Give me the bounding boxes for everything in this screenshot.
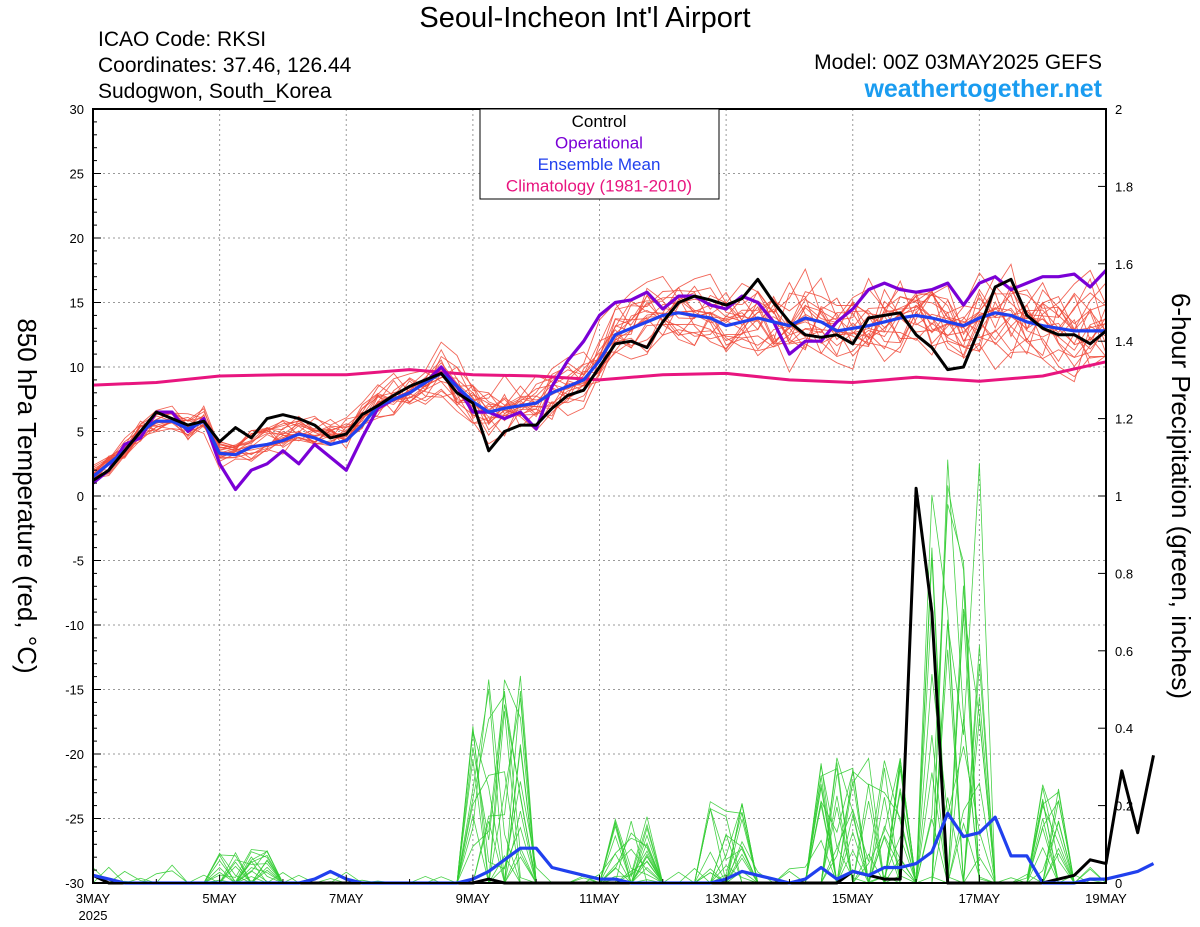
x-tick-label: 9MAY <box>456 891 491 906</box>
left-tick-label: 10 <box>70 360 84 375</box>
precip-member-line <box>92 613 1106 885</box>
temp-member-line <box>92 277 1107 475</box>
left-tick-label: -20 <box>65 747 84 762</box>
right-axis-ticks: 2 1.8 1.6 1.4 1.2 1 0.8 0.6 0.4 0.2 0 <box>1098 102 1133 891</box>
right-tick-label: 2 <box>1115 102 1122 117</box>
legend: Control Operational Ensemble Mean Climatolo… <box>479 108 720 200</box>
x-tick-label: 11MAY <box>579 891 620 906</box>
right-tick-label: 0 <box>1115 876 1122 891</box>
chart-title: Seoul-Incheon Int'l Airport <box>419 2 751 34</box>
right-tick-label: 0.2 <box>1115 799 1133 814</box>
legend-entry: Operational <box>555 134 643 153</box>
x-tick-label: 15MAY <box>832 891 874 906</box>
right-tick-label: 1.8 <box>1115 179 1133 194</box>
x-tick-label: 17MAY <box>959 891 1001 906</box>
legend-entry: Control <box>572 112 627 131</box>
x-tick-label: 13MAY <box>705 891 747 906</box>
left-tick-label: -10 <box>65 618 84 633</box>
x-tick-label: 5MAY <box>202 891 237 906</box>
temp-members <box>92 263 1107 485</box>
temp-member-line <box>92 277 1107 477</box>
precip-member-line <box>93 711 1107 884</box>
left-tick-label: -5 <box>72 554 84 569</box>
temp-control-line <box>92 277 1107 482</box>
left-tick-label: -25 <box>65 812 84 827</box>
left-tick-label: 25 <box>70 167 84 182</box>
legend-box <box>479 108 720 200</box>
left-tick-label: 0 <box>77 489 84 504</box>
x-tick-label: 3MAY <box>76 891 111 906</box>
right-tick-label: 1 <box>1115 489 1122 504</box>
legend-entry: Ensemble Mean <box>538 155 661 174</box>
right-tick-label: 0.6 <box>1115 644 1133 659</box>
temp-ensemble-mean-line <box>91 311 1106 478</box>
x-year-label: 2025 <box>79 908 108 923</box>
temp-member-line <box>92 295 1107 475</box>
right-axis-title: 6-hour Precipitation (green, inches) <box>1166 293 1196 699</box>
coordinates: Coordinates: 37.46, 126.44 <box>98 54 352 77</box>
temp-member-line <box>92 281 1107 477</box>
icao-code: ICAO Code: RKSI <box>98 28 267 51</box>
left-tick-label: 5 <box>77 425 84 440</box>
series-lines <box>91 269 1155 885</box>
temp-member-line <box>92 285 1107 485</box>
right-tick-label: 0.8 <box>1115 566 1133 581</box>
left-axis-title: 850 hPa Temperature (red, °C) <box>12 318 42 673</box>
right-tick-label: 1.6 <box>1115 257 1133 272</box>
x-axis-ticks: 3MAY 5MAY 7MAY 9MAY 11MAY 13MAY 15MAY 17MAY 19MA… <box>76 875 1127 906</box>
left-tick-label: 20 <box>70 231 84 246</box>
site-link[interactable]: weathertogether.net <box>864 75 1102 103</box>
model-run: Model: 00Z 03MAY2025 GEFS <box>814 51 1102 74</box>
legend-entry: Climatology (1981-2010) <box>506 177 692 196</box>
region: Sudogwon, South_Korea <box>98 80 332 103</box>
temp-member-line <box>92 292 1107 484</box>
precip-control-line <box>92 486 1155 885</box>
left-axis-ticks: 30 25 20 15 10 5 0 -5 -10 -15 -20 -25 -30 <box>65 102 101 891</box>
x-tick-label: 7MAY <box>329 891 364 906</box>
left-tick-label: -30 <box>65 876 84 891</box>
temp-operational-line <box>91 269 1108 492</box>
x-tick-label: 19MAY <box>1085 891 1127 906</box>
temp-member-line <box>92 272 1107 479</box>
temp-climatology-1981-2010-line <box>92 360 1107 387</box>
left-tick-label: -15 <box>65 683 84 698</box>
right-tick-label: 1.2 <box>1115 412 1133 427</box>
temp-member-line <box>92 292 1107 482</box>
right-tick-label: 1.4 <box>1115 334 1133 349</box>
right-tick-label: 0.4 <box>1115 721 1133 736</box>
left-tick-label: 30 <box>70 102 84 117</box>
left-tick-label: 15 <box>70 296 84 311</box>
